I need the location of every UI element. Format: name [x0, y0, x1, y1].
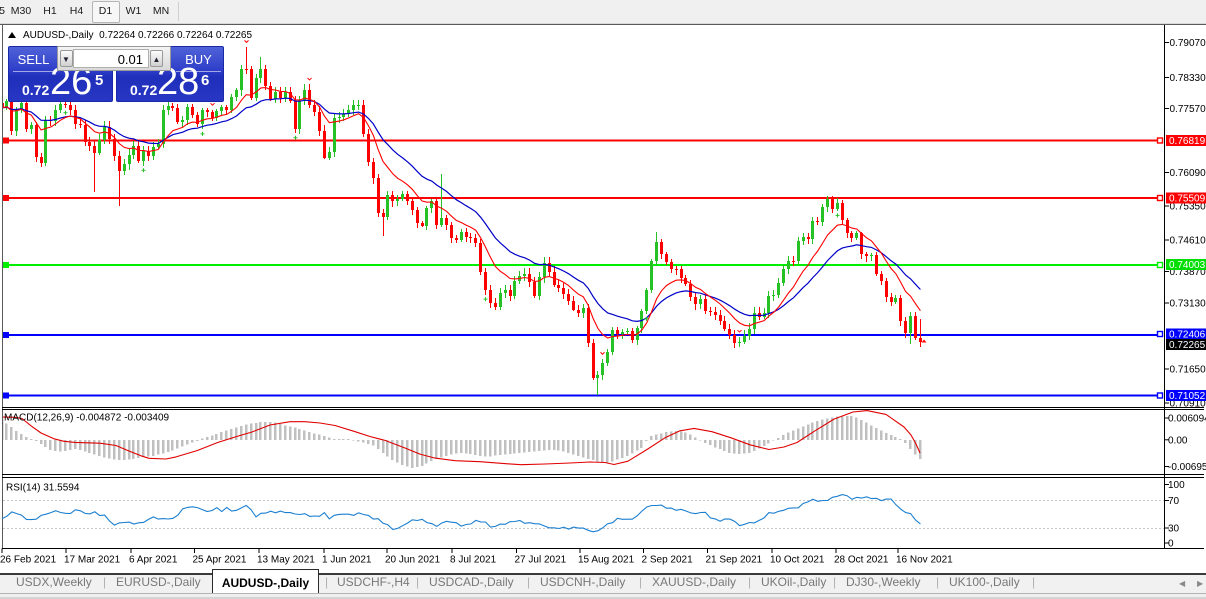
- svg-text:0.71650: 0.71650: [1170, 365, 1206, 376]
- svg-text:0.72406: 0.72406: [1169, 330, 1206, 341]
- svg-text:1 Jun 2021: 1 Jun 2021: [322, 555, 372, 566]
- svg-text:2 Sep 2021: 2 Sep 2021: [642, 555, 694, 566]
- svg-text:25 Apr 2021: 25 Apr 2021: [193, 555, 247, 566]
- svg-text:0.74610: 0.74610: [1170, 236, 1206, 247]
- svg-text:6 Apr 2021: 6 Apr 2021: [129, 555, 178, 566]
- svg-text:0.77570: 0.77570: [1170, 104, 1206, 115]
- svg-text:MACD(12,26,9) -0.004872 -0.003: MACD(12,26,9) -0.004872 -0.003409: [4, 413, 170, 424]
- svg-text:0.00: 0.00: [1168, 435, 1188, 446]
- svg-text:30: 30: [1168, 524, 1180, 535]
- svg-text:0.79070: 0.79070: [1170, 38, 1206, 49]
- svg-text:0.76819: 0.76819: [1169, 136, 1206, 147]
- svg-text:0.75509: 0.75509: [1169, 194, 1206, 205]
- svg-text:20 Jun 2021: 20 Jun 2021: [385, 555, 440, 566]
- svg-text:26 Feb 2021: 26 Feb 2021: [0, 555, 57, 566]
- svg-text:70: 70: [1168, 496, 1180, 507]
- svg-text:21 Sep 2021: 21 Sep 2021: [706, 555, 763, 566]
- svg-text:10 Oct 2021: 10 Oct 2021: [770, 555, 825, 566]
- svg-text:13 May 2021: 13 May 2021: [257, 555, 315, 566]
- svg-text:0.78330: 0.78330: [1170, 73, 1206, 84]
- svg-text:0: 0: [1168, 539, 1174, 550]
- svg-text:0.006094: 0.006094: [1168, 414, 1206, 425]
- svg-text:17 Mar 2021: 17 Mar 2021: [64, 555, 121, 566]
- svg-text:27 Jul 2021: 27 Jul 2021: [515, 555, 567, 566]
- svg-text:0.76090: 0.76090: [1170, 168, 1206, 179]
- svg-text:0.71052: 0.71052: [1169, 391, 1206, 402]
- svg-text:8 Jul 2021: 8 Jul 2021: [450, 555, 497, 566]
- svg-text:0.74003: 0.74003: [1169, 260, 1206, 271]
- svg-text:0.70910: 0.70910: [1170, 399, 1206, 410]
- svg-text:0.73870: 0.73870: [1170, 267, 1206, 278]
- svg-text:28 Oct 2021: 28 Oct 2021: [834, 555, 889, 566]
- svg-text:0.75350: 0.75350: [1170, 202, 1206, 213]
- svg-text:-0.006950: -0.006950: [1168, 462, 1206, 473]
- svg-text:15 Aug 2021: 15 Aug 2021: [578, 555, 635, 566]
- svg-text:0.72265: 0.72265: [1169, 340, 1206, 351]
- svg-text:100: 100: [1168, 480, 1185, 491]
- svg-text:0.73130: 0.73130: [1170, 299, 1206, 310]
- svg-text:16 Nov 2021: 16 Nov 2021: [896, 555, 953, 566]
- svg-text:RSI(14) 31.5594: RSI(14) 31.5594: [6, 483, 80, 494]
